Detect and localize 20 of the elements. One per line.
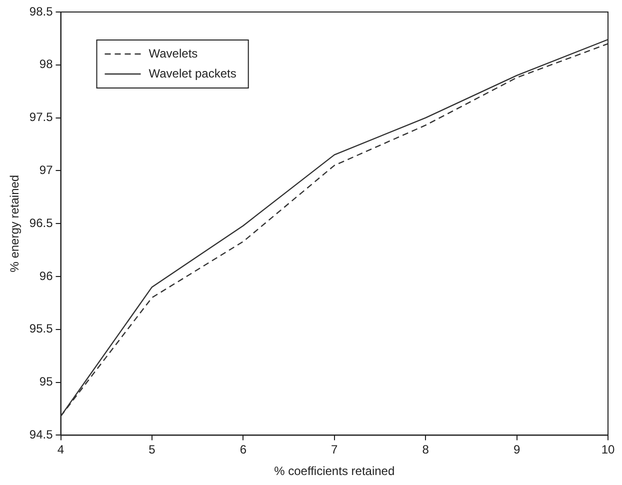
x-tick-label: 9 xyxy=(513,442,520,457)
y-tick-label: 98.5 xyxy=(29,4,54,18)
x-tick-label: 10 xyxy=(601,442,615,457)
x-tick-label: 6 xyxy=(240,442,247,457)
x-tick-label: 4 xyxy=(57,442,64,457)
y-tick-label: 96 xyxy=(39,268,54,283)
y-tick-label: 98 xyxy=(39,57,54,72)
y-axis-title: % energy retained xyxy=(8,174,22,272)
x-tick-label: 7 xyxy=(331,442,338,457)
y-tick-label: 95.5 xyxy=(29,322,54,336)
y-tick-label: 94.5 xyxy=(29,428,54,442)
legend-label: Wavelets xyxy=(148,46,198,60)
x-tick-label: 8 xyxy=(422,442,430,457)
x-axis-title: % coefficients retained xyxy=(274,464,395,478)
legend-label: Wavelet packets xyxy=(148,66,236,80)
x-tick-label: 5 xyxy=(148,442,156,457)
y-tick-label: 97.5 xyxy=(29,110,54,124)
y-tick-label: 95 xyxy=(39,374,54,389)
y-tick-label: 97 xyxy=(39,163,54,178)
y-tick-label: 96.5 xyxy=(29,216,54,230)
